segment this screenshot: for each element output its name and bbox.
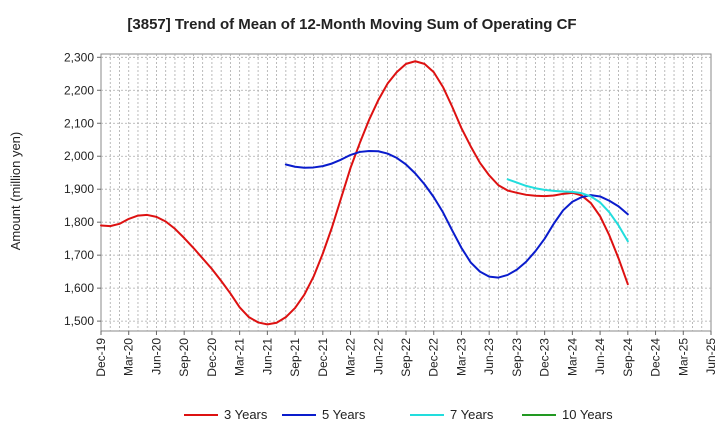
x-tick-label: Sep-21 [288,338,302,377]
x-tick-label: Mar-23 [454,338,468,376]
y-tick-label: 2,300 [64,50,94,64]
x-axis-ticks: Dec-19 Mar-20 Jun-20 Sep-20 Dec-20 Mar-21 Jun-… [94,331,718,377]
x-tick-label: Jun-20 [149,338,163,375]
legend-label-5-years: 5 Years [322,407,366,422]
plot-frame [100,53,712,332]
y-tick-label: 1,500 [64,314,94,328]
x-tick-label: Mar-25 [676,338,690,376]
x-tick-label: Mar-24 [565,338,579,376]
x-tick-label: Sep-23 [510,338,524,377]
x-tick-label: Dec-20 [205,338,219,377]
x-tick-label: Jun-24 [593,338,607,375]
series-line-5-years [284,149,629,279]
series-line-3-years [100,60,629,326]
x-tick-label: Dec-21 [316,338,330,377]
legend-label-7-years: 7 Years [450,407,494,422]
y-tick-label: 1,800 [64,215,94,229]
y-axis-label: Amount (million yen) [8,132,23,251]
x-tick-label: Dec-19 [94,338,108,377]
x-tick-label: Sep-24 [621,338,635,377]
x-tick-label: Dec-24 [649,338,663,377]
x-tick-label: Mar-20 [122,338,136,376]
y-tick-label: 2,200 [64,83,94,97]
x-tick-label: Sep-22 [399,338,413,377]
y-tick-label: 1,600 [64,281,94,295]
y-axis-ticks: 1,500 1,600 1,700 1,800 1,900 2,000 2,100 2,200… [64,50,101,328]
y-tick-label: 2,100 [64,116,94,130]
series-layer [100,60,629,326]
legend-label-3-years: 3 Years [224,407,268,422]
y-tick-label: 1,700 [64,248,94,262]
legend-label-10-years: 10 Years [562,407,613,422]
x-tick-label: Mar-22 [344,338,358,376]
x-tick-label: Dec-22 [427,338,441,377]
chart-title: [3857] Trend of Mean of 12-Month Moving … [127,16,576,33]
x-tick-label: Jun-25 [704,338,718,375]
x-tick-label: Mar-21 [233,338,247,376]
x-tick-label: Jun-22 [371,338,385,375]
grid-layer [101,54,711,331]
x-tick-label: Jun-21 [260,338,274,375]
y-tick-label: 2,000 [64,149,94,163]
x-tick-label: Jun-23 [482,338,496,375]
y-tick-label: 1,900 [64,182,94,196]
series-line-7-years [506,178,629,243]
x-tick-label: Dec-23 [538,338,552,377]
legend: 3 Years 5 Years 7 Years 10 Years [184,407,613,422]
x-tick-label: Sep-20 [177,338,191,377]
